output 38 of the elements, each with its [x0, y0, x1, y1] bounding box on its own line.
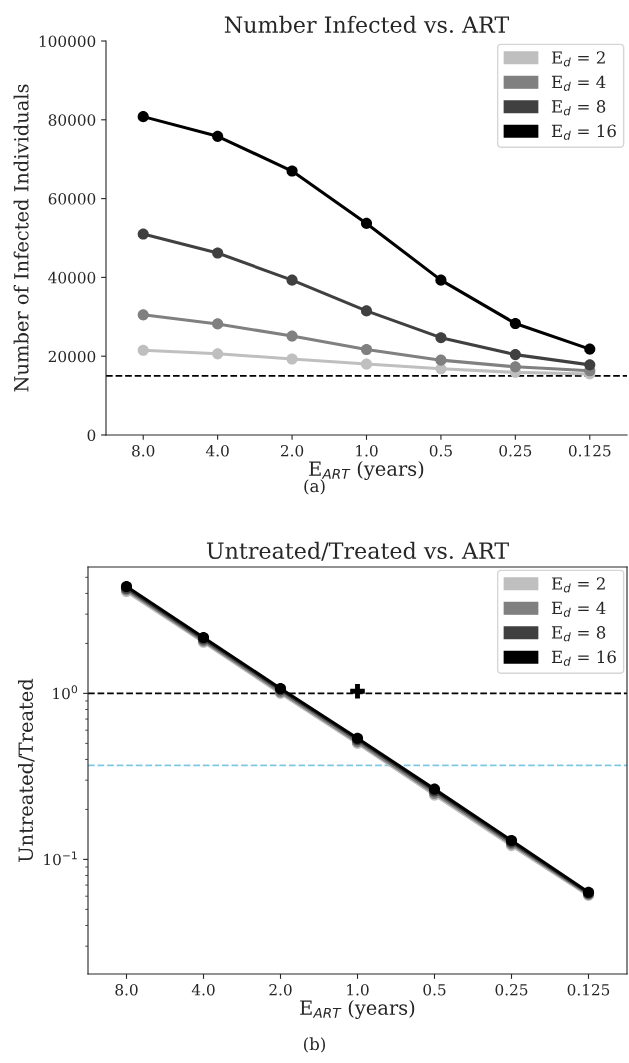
chart-title: Number Infected vs. ART [224, 15, 510, 33]
legend-label: E$_{d}$ = 16 [551, 650, 616, 666]
y-tick-label: 60000 [48, 193, 96, 205]
y-tick-label: 40000 [48, 271, 96, 284]
x-tick-label: 1.0 [356, 444, 378, 457]
x-tick-label: 2.0 [280, 444, 304, 457]
y-tick-label: 100000 [39, 35, 96, 48]
text: (b) [303, 1037, 326, 1053]
y-tick-label: 80000 [48, 114, 96, 126]
legend-label: E$_{d}$ = 8 [551, 100, 606, 116]
y-tick-label: 10$^{0}$ [53, 685, 78, 700]
y-axis-title: Number of Infected Individuals [13, 84, 29, 392]
x-tick-label: 2.0 [269, 983, 292, 996]
legend-label: E$_{d}$ = 4 [551, 601, 606, 617]
y-axis-title: Untreated/Treated [18, 678, 35, 862]
x-tick-label: 1.0 [347, 983, 369, 996]
chart-title: Untreated/Treated vs. ART [206, 541, 509, 561]
legend-label: E$_{d}$ = 8 [551, 626, 606, 642]
x-tick-label: 0.5 [429, 444, 452, 457]
y-tick-label: 10$^{−1}$ [44, 851, 77, 866]
text: (a) [304, 479, 325, 495]
x-tick-label: 0.125 [568, 444, 611, 457]
legend-label: E$_{d}$ = 2 [551, 51, 605, 67]
x-axis-title: E$_{ART}$ (years) [300, 999, 415, 1019]
x-tick-label: 8.0 [115, 983, 138, 996]
x-tick-label: 0.125 [567, 983, 610, 996]
legend-label: E$_{d}$ = 16 [551, 124, 616, 140]
x-tick-label: 0.25 [495, 983, 528, 996]
x-tick-label: 4.0 [205, 444, 229, 457]
x-tick-label: 8.0 [132, 444, 155, 457]
legend-label: E$_{d}$ = 2 [551, 577, 605, 593]
y-tick-label: 20000 [48, 350, 96, 363]
x-axis-title: E$_{ART}$ (years) [309, 460, 424, 480]
legend-label: E$_{d}$ = 4 [551, 75, 606, 91]
x-tick-label: 4.0 [191, 983, 215, 996]
y-tick-label: 0 [87, 429, 96, 442]
x-tick-label: 0.5 [423, 983, 446, 996]
x-tick-label: 0.25 [499, 444, 532, 457]
